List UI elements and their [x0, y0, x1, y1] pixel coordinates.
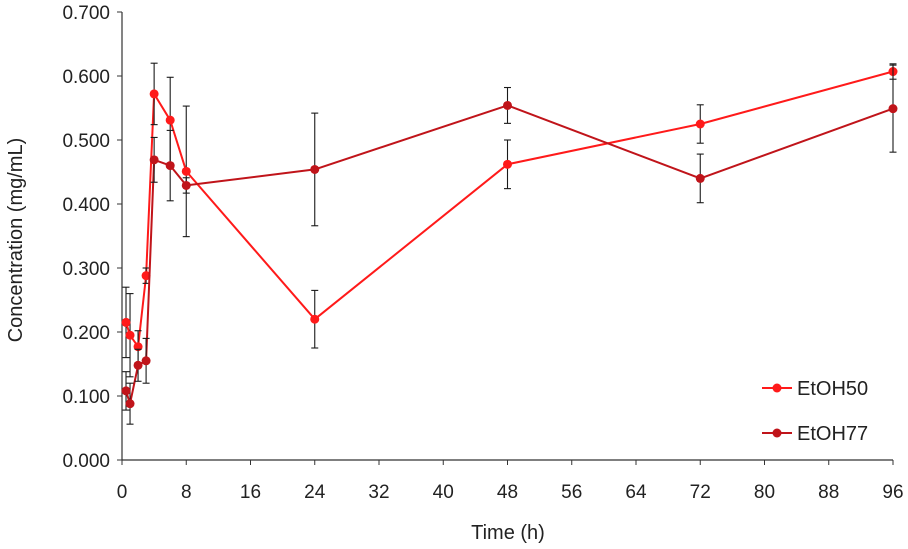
y-tick-label: 0.400 — [62, 195, 110, 216]
y-tick-label: 0.200 — [62, 323, 110, 344]
x-tick-label: 80 — [754, 482, 775, 503]
x-tick-label: 56 — [561, 482, 582, 503]
x-tick-label: 48 — [497, 482, 518, 503]
x-tick-label: 40 — [433, 482, 454, 503]
data-point — [141, 271, 151, 281]
data-point — [121, 386, 131, 396]
y-tick-label: 0.300 — [62, 259, 110, 280]
x-tick-label: 0 — [117, 482, 128, 503]
data-point — [503, 100, 512, 110]
data-point — [181, 180, 191, 190]
legend-marker-etoh50 — [772, 383, 782, 393]
data-point — [141, 356, 151, 366]
series-line-etoh77 — [125, 104, 894, 405]
data-point — [149, 89, 159, 99]
y-tick-label: 0.000 — [62, 451, 110, 472]
data-point — [695, 119, 705, 129]
data-point — [125, 399, 135, 409]
chart-legend: EtOH50 EtOH77 — [762, 378, 868, 445]
y-tick-label: 0.100 — [62, 387, 110, 408]
x-tick-label: 24 — [304, 482, 326, 503]
x-tick-label: 32 — [368, 482, 389, 503]
data-point — [503, 159, 512, 169]
x-tick-label: 88 — [818, 482, 839, 503]
data-point — [149, 155, 159, 165]
series-etoh77 — [121, 64, 898, 425]
data-point — [695, 173, 705, 183]
legend-marker-etoh77 — [772, 428, 782, 438]
data-point — [121, 317, 131, 327]
y-tick-label: 0.700 — [62, 3, 110, 24]
chart-series — [121, 62, 898, 425]
data-point — [133, 360, 143, 370]
x-tick-label: 72 — [690, 482, 711, 503]
y-tick-label: 0.500 — [62, 131, 110, 152]
data-point — [165, 161, 175, 171]
x-tick-label: 16 — [240, 482, 261, 503]
y-axis-title: Concentration (mg/mL) — [5, 138, 27, 343]
chart-ticks: 0.000 0.100 0.200 0.300 0.400 0.500 0.600 0.700… — [62, 3, 903, 503]
series-line-etoh50 — [125, 70, 894, 348]
data-point — [181, 166, 191, 176]
chart-axes — [121, 12, 893, 461]
x-axis-title: Time (h) — [471, 522, 545, 544]
data-point — [310, 314, 320, 324]
y-tick-label: 0.600 — [62, 67, 110, 88]
data-point — [888, 104, 898, 114]
series-etoh50 — [121, 62, 898, 378]
legend-label-etoh50: EtOH50 — [797, 378, 868, 400]
legend-label-etoh77: EtOH77 — [797, 423, 868, 445]
data-point — [125, 330, 135, 340]
data-point — [310, 164, 320, 174]
x-tick-label: 8 — [181, 482, 192, 503]
x-tick-label: 96 — [882, 482, 903, 503]
x-tick-label: 64 — [625, 482, 647, 503]
data-point — [165, 115, 175, 125]
